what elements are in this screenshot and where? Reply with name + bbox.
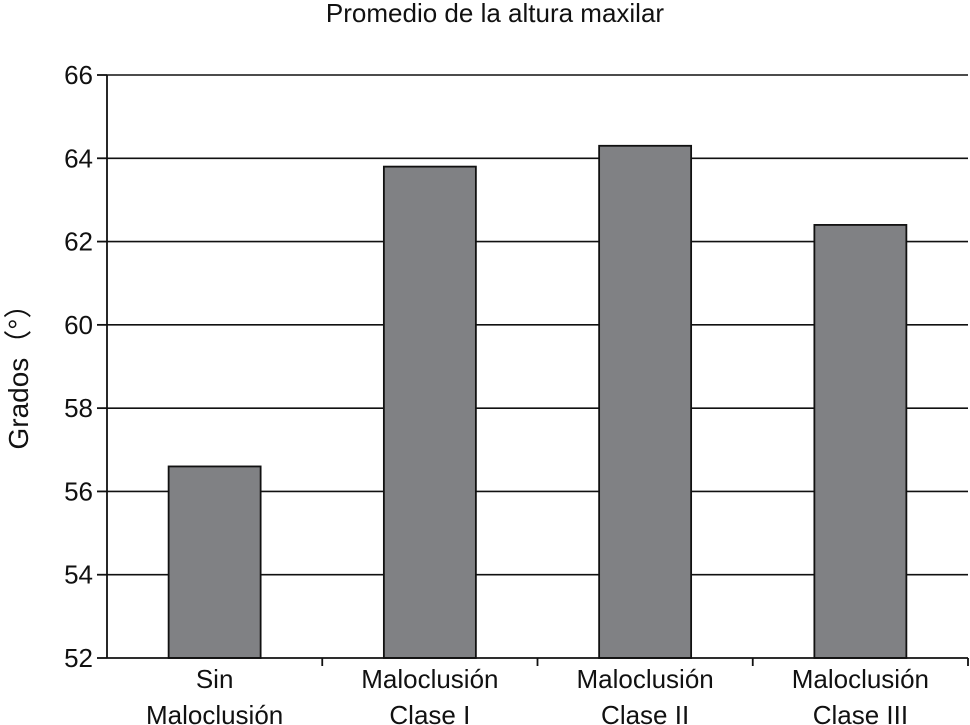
x-category-label: Clase III bbox=[813, 700, 908, 725]
y-tick-label: 58 bbox=[64, 393, 93, 423]
x-category-label: Maloclusión bbox=[146, 700, 283, 725]
x-category-label: Sin bbox=[196, 664, 234, 694]
bar bbox=[167, 465, 262, 659]
axes bbox=[97, 74, 969, 666]
x-category-label: Maloclusión bbox=[361, 664, 498, 694]
chart-title: Promedio de la altura maxilar bbox=[326, 0, 664, 28]
bars bbox=[167, 144, 908, 659]
x-category-label: Clase II bbox=[601, 700, 689, 725]
bar bbox=[598, 144, 693, 659]
y-axis-label: Grados（°） bbox=[3, 290, 34, 449]
x-category-label: Maloclusión bbox=[576, 664, 713, 694]
y-tick-label: 56 bbox=[64, 476, 93, 506]
axis-labels: 52 54 56 58 60 62 64 66 Sin Maloclusión Maloclusió… bbox=[64, 60, 929, 725]
bar bbox=[382, 165, 477, 659]
y-tick-label: 60 bbox=[64, 310, 93, 340]
y-tick-label: 54 bbox=[64, 560, 93, 590]
y-tick-label: 64 bbox=[64, 143, 93, 173]
y-tick-label: 66 bbox=[64, 60, 93, 90]
y-tick-label: 52 bbox=[64, 643, 93, 673]
y-tick-label: 62 bbox=[64, 227, 93, 257]
x-category-label: Clase I bbox=[389, 700, 470, 725]
bar bbox=[813, 224, 908, 659]
x-category-label: Maloclusión bbox=[792, 664, 929, 694]
